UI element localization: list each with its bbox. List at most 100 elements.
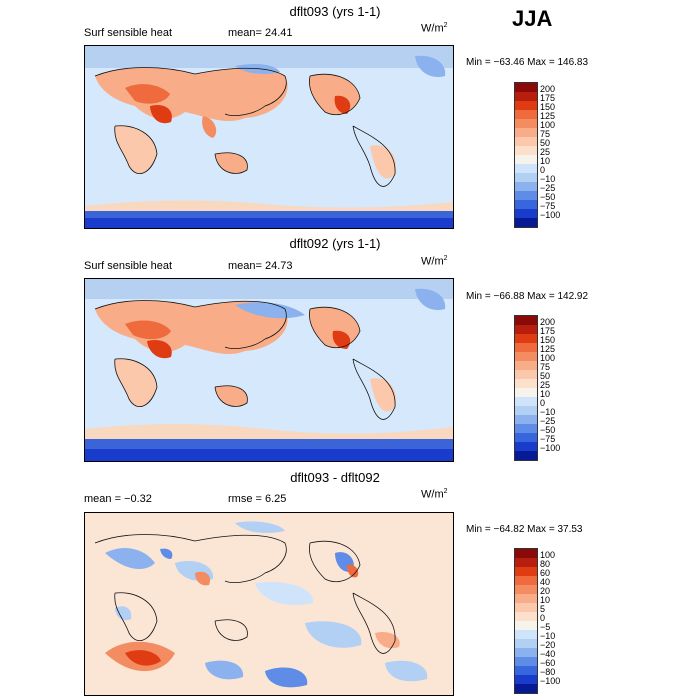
colorbar-tick-label: 150	[540, 335, 556, 345]
colorbar-swatch	[515, 200, 537, 209]
panel-2-mean: mean= 24.73	[228, 260, 293, 272]
colorbar-tick-label: 25	[540, 380, 551, 390]
colorbar-swatch	[515, 343, 537, 352]
panel-2-title: dflt092 (yrs 1-1)	[289, 236, 381, 251]
colorbar-tick-label: −100	[540, 210, 561, 220]
colorbar-tick-label: −80	[540, 667, 556, 677]
panel-1-mean: mean= 24.41	[228, 27, 293, 39]
colorbar-tick-label: 100	[540, 353, 556, 363]
colorbar-swatch	[515, 657, 537, 666]
colorbar-swatch	[515, 594, 537, 603]
colorbar-tick-label: −50	[540, 192, 556, 202]
panel-2-colorbar	[514, 315, 538, 461]
colorbar-swatch	[515, 585, 537, 594]
colorbar-tick-label: −5	[540, 622, 551, 632]
colorbar-swatch	[515, 361, 537, 370]
panel-3-map-field	[85, 513, 453, 695]
colorbar-tick-label: 10	[540, 595, 551, 605]
panel-1-title: dflt093 (yrs 1-1)	[289, 4, 381, 19]
panel-2-map-field	[85, 279, 453, 461]
colorbar-swatch	[515, 424, 537, 433]
colorbar-swatch	[515, 388, 537, 397]
panel-2-colorbar-labels: 200 175 150 125 100 75 50 25 10 0 −10 −25 −50 −75 −100	[540, 318, 560, 453]
colorbar-swatch	[515, 621, 537, 630]
panel-1-colorbar-labels: 200 175 150 125 100 75 50 25 10 0 −10 −25 −50 −75 −100	[540, 85, 560, 220]
colorbar-swatch	[515, 325, 537, 334]
colorbar-tick-label: 20	[540, 586, 551, 596]
colorbar-swatch	[515, 370, 537, 379]
colorbar-swatch	[515, 101, 537, 110]
colorbar-swatch	[515, 567, 537, 576]
colorbar-tick-label: −25	[540, 183, 556, 193]
panel-1-variable-label: Surf sensible heat	[84, 27, 173, 39]
colorbar-swatch	[515, 558, 537, 567]
colorbar-swatch	[515, 155, 537, 164]
colorbar-swatch	[515, 406, 537, 415]
colorbar-tick-label: −10	[540, 174, 556, 184]
panel-2-minmax: Min = −66.88 Max = 142.92	[466, 291, 589, 302]
colorbar-swatch	[515, 164, 537, 173]
colorbar-tick-label: −20	[540, 640, 556, 650]
colorbar-swatch	[515, 576, 537, 585]
colorbar-swatch	[515, 675, 537, 684]
colorbar-swatch	[515, 397, 537, 406]
colorbar-swatch	[515, 379, 537, 388]
colorbar-swatch	[515, 666, 537, 675]
panel-2-variable-label: Surf sensible heat	[84, 260, 173, 272]
colorbar-tick-label: −25	[540, 416, 556, 426]
colorbar-swatch	[515, 92, 537, 101]
colorbar-tick-label: 0	[540, 165, 546, 175]
panel-3-map	[84, 512, 454, 696]
colorbar-tick-label: 60	[540, 568, 551, 578]
colorbar-tick-label: 100	[540, 550, 556, 560]
colorbar-swatch	[515, 415, 537, 424]
colorbar-swatch	[515, 648, 537, 657]
colorbar-tick-label: 200	[540, 317, 556, 327]
colorbar-swatch	[515, 182, 537, 191]
colorbar-swatch	[515, 630, 537, 639]
colorbar-tick-label: 200	[540, 84, 556, 94]
colorbar-swatch	[515, 433, 537, 442]
colorbar-tick-label: 50	[540, 138, 551, 148]
colorbar-tick-label: 75	[540, 362, 551, 372]
colorbar-tick-label: 75	[540, 129, 551, 139]
colorbar-swatch	[515, 209, 537, 218]
colorbar-tick-label: −60	[540, 658, 556, 668]
colorbar-swatch	[515, 334, 537, 343]
colorbar-swatch	[515, 442, 537, 451]
colorbar-tick-label: 100	[540, 120, 556, 130]
panel-1-units: W/m2	[421, 22, 448, 35]
colorbar-swatch	[515, 191, 537, 200]
colorbar-tick-label: 0	[540, 398, 546, 408]
panel-1-minmax: Min = −63.46 Max = 146.83	[466, 57, 589, 68]
colorbar-swatch	[515, 137, 537, 146]
colorbar-tick-label: −100	[540, 676, 561, 686]
colorbar-tick-label: 125	[540, 344, 556, 354]
colorbar-swatch	[515, 173, 537, 182]
panel-3-colorbar	[514, 548, 538, 694]
colorbar-swatch	[515, 451, 537, 460]
panel-1-colorbar	[514, 82, 538, 228]
colorbar-swatch	[515, 119, 537, 128]
colorbar-swatch	[515, 128, 537, 137]
colorbar-tick-label: 0	[540, 613, 546, 623]
colorbar-swatch	[515, 603, 537, 612]
colorbar-tick-label: −75	[540, 434, 556, 444]
panel-3-mean: mean = −0.32	[84, 493, 152, 505]
colorbar-swatch	[515, 110, 537, 119]
colorbar-swatch	[515, 684, 537, 693]
colorbar-tick-label: 10	[540, 156, 551, 166]
panel-3-rmse: rmse = 6.25	[228, 493, 287, 505]
panel-3-title: dflt093 - dflt092	[290, 470, 380, 485]
colorbar-swatch	[515, 612, 537, 621]
colorbar-tick-label: 10	[540, 389, 551, 399]
colorbar-tick-label: 5	[540, 604, 546, 614]
colorbar-tick-label: −75	[540, 201, 556, 211]
colorbar-tick-label: −10	[540, 407, 556, 417]
colorbar-swatch	[515, 83, 537, 92]
colorbar-swatch	[515, 639, 537, 648]
panel-3-colorbar-labels: 100 80 60 40 20 10 5 0 −5 −10 −20 −40 −60 −80 −100	[540, 551, 560, 686]
colorbar-tick-label: 80	[540, 559, 551, 569]
colorbar-tick-label: 150	[540, 102, 556, 112]
panel-1-map-field	[85, 46, 453, 228]
